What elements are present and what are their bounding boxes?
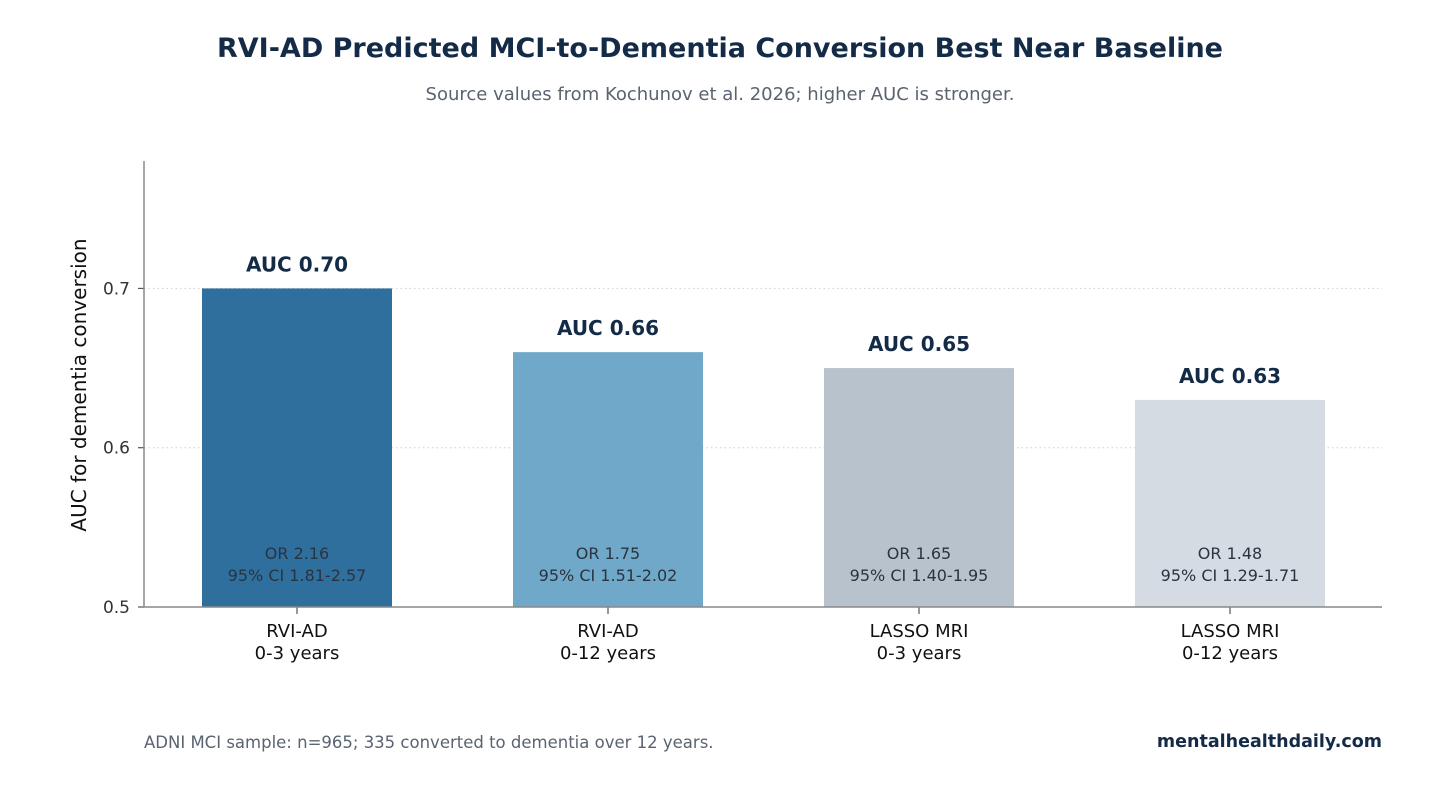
bar [513,352,703,607]
chart-title: RVI-AD Predicted MCI-to-Dementia Convers… [216,33,1223,64]
chart-subtitle: Source values from Kochunov et al. 2026;… [425,84,1015,105]
y-axis-label: AUC for dementia conversion [67,238,91,531]
bar-ci-label: 95% CI 1.81-2.57 [228,566,367,585]
bar-value-label: AUC 0.63 [1179,364,1281,388]
bar-or-label: OR 1.65 [887,544,951,563]
x-tick-label: RVI-AD [266,621,327,642]
x-tick-label-sub: 0-12 years [1182,643,1278,664]
y-tick-label: 0.7 [103,279,130,299]
source-credit: mentalhealthdaily.com [1156,732,1382,752]
sample-footnote: ADNI MCI sample: n=965; 335 converted to… [144,733,714,752]
bar-value-label: AUC 0.65 [868,332,970,356]
x-tick-label: LASSO MRI [1181,621,1280,642]
bar-value-label: AUC 0.70 [246,252,348,276]
x-tick-label-sub: 0-12 years [560,643,656,664]
bar-ci-label: 95% CI 1.29-1.71 [1161,566,1300,585]
x-tick-label: LASSO MRI [870,621,969,642]
bar-or-label: OR 1.48 [1198,544,1262,563]
bar-value-label: AUC 0.66 [557,316,659,340]
bar [824,368,1014,607]
bar [1135,399,1325,607]
x-tick-label-sub: 0-3 years [877,643,962,664]
bar-or-label: OR 2.16 [265,544,329,563]
y-tick-label: 0.6 [103,439,130,459]
bar-or-label: OR 1.75 [576,544,640,563]
x-tick-label: RVI-AD [577,621,638,642]
y-tick-label: 0.5 [103,598,130,618]
bar [202,288,392,607]
bar-ci-label: 95% CI 1.40-1.95 [850,566,989,585]
bar-ci-label: 95% CI 1.51-2.02 [539,566,678,585]
x-tick-label-sub: 0-3 years [255,643,340,664]
